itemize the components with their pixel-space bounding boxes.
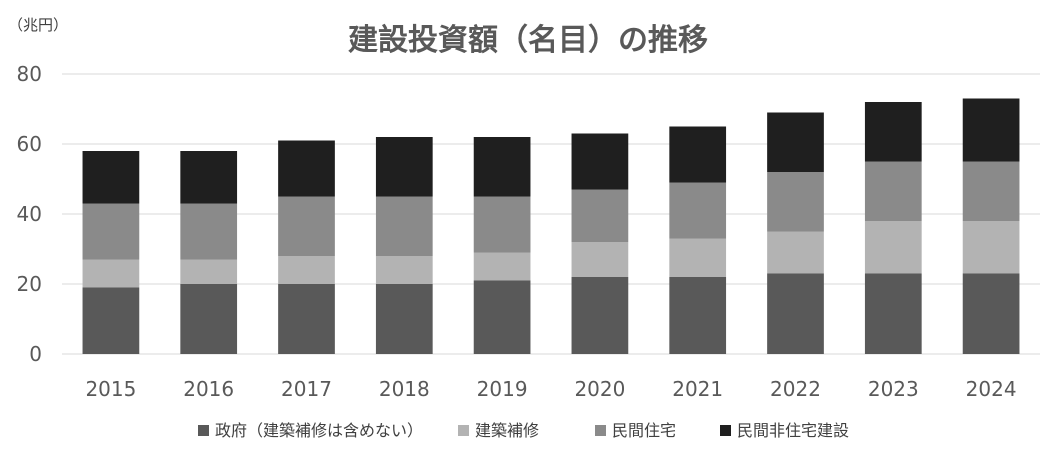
bar-segment: [571, 242, 629, 277]
y-tick-label: 80: [17, 62, 42, 86]
legend-swatch: [595, 425, 606, 436]
x-tick-label: 2017: [281, 377, 332, 401]
bar-segment: [82, 287, 140, 354]
bar-segment: [278, 140, 335, 197]
y-tick-label: 40: [17, 202, 42, 226]
bar-segment: [962, 98, 1020, 162]
bar-segment: [375, 196, 433, 256]
bar-segment: [571, 277, 629, 354]
legend-label: 政府（建築補修は含めない）: [215, 421, 423, 440]
bar-segment: [278, 256, 335, 284]
bar-segment: [278, 284, 335, 354]
bar-segment: [375, 284, 433, 354]
bar-segment: [669, 182, 727, 239]
bar-segment: [669, 277, 727, 354]
bar-segment: [669, 238, 727, 277]
y-tick-label: 0: [29, 342, 42, 366]
bar-segment: [962, 161, 1020, 221]
x-tick-label: 2023: [868, 377, 919, 401]
legend-swatch: [198, 425, 209, 436]
bar-segment: [82, 151, 140, 204]
bar-segment: [669, 126, 727, 183]
x-tick-label: 2016: [183, 377, 234, 401]
bar-segment: [962, 221, 1020, 274]
x-tick-label: 2024: [966, 377, 1017, 401]
legend-label: 建築補修: [475, 421, 539, 440]
bar-segment: [864, 102, 922, 162]
bar-segment: [962, 273, 1020, 354]
legend-label: 民間住宅: [612, 421, 676, 440]
y-axis: 0 20 40 60 80: [17, 62, 42, 366]
bar-segment: [473, 196, 531, 253]
bar-segment: [82, 259, 140, 288]
bar-segment: [82, 203, 140, 260]
bar-segment: [864, 161, 922, 221]
legend: 政府（建築補修は含めない） 建築補修 民間住宅 民間非住宅建設: [198, 421, 849, 440]
legend-swatch: [458, 425, 469, 436]
bar-segment: [473, 137, 531, 197]
bar-segment: [767, 231, 824, 274]
x-axis: 2015 2016 2017 2018 2019 2020 2021 2022 2023 2024: [85, 377, 1016, 401]
bar-segment: [571, 189, 629, 242]
bar-segment: [767, 273, 824, 354]
bar-segment: [375, 256, 433, 284]
x-tick-label: 2015: [85, 377, 136, 401]
x-tick-label: 2022: [770, 377, 821, 401]
bar-segment: [767, 172, 824, 232]
bar-segment: [278, 196, 335, 256]
bar-segment: [375, 137, 433, 197]
bar-segment: [473, 280, 531, 354]
y-tick-label: 20: [17, 272, 42, 296]
y-tick-label: 60: [17, 132, 42, 156]
x-tick-label: 2021: [672, 377, 723, 401]
bar-segment: [767, 112, 824, 172]
bar-segment: [180, 203, 238, 260]
bar-segment: [864, 221, 922, 274]
bar-segment: [473, 252, 531, 281]
bar-segment: [180, 284, 238, 354]
legend-label: 民間非住宅建設: [737, 421, 849, 440]
bar-segment: [864, 273, 922, 354]
x-tick-label: 2019: [477, 377, 528, 401]
x-tick-label: 2018: [379, 377, 430, 401]
bar-segment: [180, 151, 238, 204]
unit-label: （兆円）: [8, 16, 68, 34]
chart-title: 建設投資額（名目）の推移: [348, 23, 708, 58]
x-tick-label: 2020: [574, 377, 625, 401]
bar-segment: [571, 133, 629, 190]
bars: [82, 98, 1020, 354]
legend-swatch: [720, 425, 731, 436]
bar-segment: [180, 259, 238, 284]
